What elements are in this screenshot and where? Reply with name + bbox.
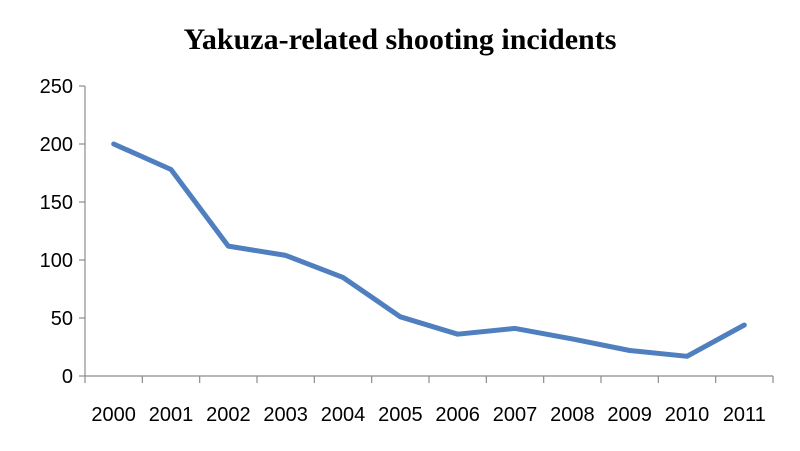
y-axis: 0 50 100 150 200 250	[40, 76, 86, 388]
y-tick-label: 200	[40, 134, 73, 156]
x-tick-label: 2004	[321, 404, 366, 426]
x-tick-label: 2003	[263, 404, 308, 426]
y-tick-label: 100	[40, 250, 73, 272]
chart-title: Yakuza-related shooting incidents	[184, 23, 617, 56]
x-tick-label: 2011	[723, 404, 766, 426]
x-tick-label: 2002	[206, 404, 251, 426]
x-tick-label: 2005	[378, 404, 423, 426]
x-tick-label: 2010	[665, 404, 710, 426]
y-tick-label: 250	[40, 76, 73, 98]
x-tick-label: 2008	[550, 404, 595, 426]
series-layer	[111, 141, 747, 359]
x-tick-label: 2000	[91, 404, 136, 426]
y-tick-label: 50	[51, 308, 73, 330]
y-tick-label: 150	[40, 192, 73, 214]
x-tick-label: 2007	[493, 404, 538, 426]
x-tick-label: 2001	[149, 404, 194, 426]
x-tick-label: 2009	[607, 404, 652, 426]
x-axis: 2000 2001 2002 2003 2004 2005 2006 2007 2008 2009…	[84, 375, 774, 426]
series-line	[111, 141, 747, 359]
x-tick-label: 2006	[435, 404, 480, 426]
y-tick-label: 0	[62, 366, 73, 388]
